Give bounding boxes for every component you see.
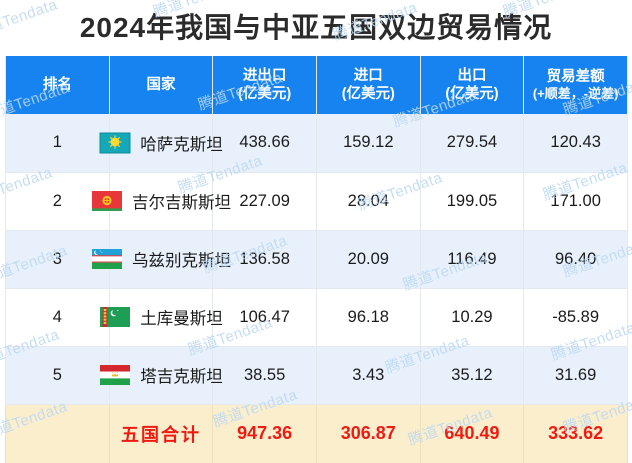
cell-total: 227.09 <box>212 172 317 231</box>
column-header-export-unit: (亿美元) <box>445 86 499 102</box>
total-cell-total: 947.36 <box>212 404 317 463</box>
cell-import: 28.04 <box>315 172 421 231</box>
table-row: 4 土库曼斯坦 106.47 96.18 10.29 -85.89 <box>5 288 628 347</box>
cell-balance: 96.40 <box>523 230 628 289</box>
cell-import: 96.18 <box>315 288 421 347</box>
column-header-total: 进出口 (亿美元) <box>212 56 317 114</box>
column-header-country-label: 国家 <box>146 76 176 93</box>
country-cell: 土库曼斯坦 <box>100 305 223 329</box>
country-name: 吉尔吉斯斯坦 <box>131 194 231 212</box>
cell-country: 塔吉克斯坦 <box>100 346 223 405</box>
page-title: 2024年我国与中亚五国双边贸易情况 <box>79 12 553 43</box>
column-header-country: 国家 <box>108 56 214 114</box>
column-header-rank-label: 排名 <box>42 76 72 93</box>
cell-rank: 3 <box>5 230 110 289</box>
cell-import: 20.09 <box>315 230 421 289</box>
table-row: 3 乌兹别克斯坦 136.58 20.09 116.49 96.40 <box>5 230 628 289</box>
cell-rank: 2 <box>5 172 110 231</box>
cell-export: 10.29 <box>419 288 525 347</box>
uzbekistan-flag-icon <box>91 248 123 270</box>
country-cell: 乌兹别克斯坦 <box>91 247 231 271</box>
kazakhstan-flag-icon <box>99 132 131 154</box>
turkmenistan-flag-icon <box>99 306 131 328</box>
column-header-balance: 贸易差额 (+顺差，-逆差) <box>523 56 628 114</box>
cell-total: 136.58 <box>212 230 317 289</box>
table-row: 1 哈萨克斯坦 438.66 159.12 279.54 120.43 <box>5 114 628 173</box>
cell-import: 3.43 <box>315 346 421 405</box>
cell-balance: 31.69 <box>523 346 628 405</box>
country-name: 土库曼斯坦 <box>140 310 223 328</box>
cell-country: 土库曼斯坦 <box>100 288 223 347</box>
column-header-export: 出口 (亿美元) <box>419 56 525 114</box>
cell-export: 35.12 <box>419 346 525 405</box>
total-cell-balance: 333.62 <box>523 404 628 463</box>
country-name: 乌兹别克斯坦 <box>131 252 231 270</box>
total-cell-export: 640.49 <box>419 404 525 463</box>
column-header-import-unit: (亿美元) <box>341 86 395 102</box>
country-name: 塔吉克斯坦 <box>140 368 223 386</box>
cell-export: 199.05 <box>419 172 525 231</box>
column-header-balance-note: (+顺差，-逆差) <box>532 85 619 101</box>
column-header-total-unit: (亿美元) <box>238 86 292 102</box>
total-label: 五国合计 <box>108 404 214 463</box>
table-row: 2 吉尔吉斯斯坦 227.09 28.04 199.05 171.00 <box>5 172 628 231</box>
cell-country: 吉尔吉斯斯坦 <box>91 172 231 231</box>
column-header-balance-label: 贸易差额 <box>546 68 605 85</box>
column-header-import-label: 进口 <box>353 67 383 84</box>
cell-export: 116.49 <box>419 230 525 289</box>
column-header-import: 进口 (亿美元) <box>315 56 421 114</box>
cell-total: 38.55 <box>212 346 317 405</box>
cell-export: 279.54 <box>419 114 525 173</box>
table-row: 5 塔吉克斯坦 38.55 3.43 35.12 31.69 <box>5 346 628 405</box>
cell-total: 438.66 <box>212 114 317 173</box>
column-header-total-label: 进出口 <box>242 67 287 84</box>
bilateral-trade-table: 排名 国家 进出口 (亿美元) 进口 (亿美元) 出口 (亿美元) <box>5 56 628 463</box>
total-row: 五国合计 947.36 306.87 640.49 333.62 <box>5 404 628 463</box>
country-cell: 吉尔吉斯斯坦 <box>91 189 231 213</box>
total-cell-import: 306.87 <box>315 404 421 463</box>
column-header-export-label: 出口 <box>457 67 487 84</box>
country-name: 哈萨克斯坦 <box>140 135 223 154</box>
country-cell: 塔吉克斯坦 <box>100 363 223 387</box>
cell-balance: 120.43 <box>523 114 628 173</box>
cell-balance: -85.89 <box>523 288 628 347</box>
cell-import: 159.12 <box>315 114 421 173</box>
total-rank-cell <box>5 404 110 463</box>
column-header-rank: 排名 <box>5 56 110 114</box>
cell-rank: 1 <box>5 114 110 173</box>
country-cell: 哈萨克斯坦 <box>99 131 223 155</box>
title-bar: 2024年我国与中亚五国双边贸易情况 <box>0 0 632 56</box>
table-header: 排名 国家 进出口 (亿美元) 进口 (亿美元) 出口 (亿美元) <box>5 56 628 114</box>
cell-total: 106.47 <box>212 288 317 347</box>
cell-rank: 4 <box>5 288 110 347</box>
kyrgyzstan-flag-icon <box>91 190 123 212</box>
tajikistan-flag-icon <box>99 364 131 386</box>
cell-country: 乌兹别克斯坦 <box>91 230 231 289</box>
cell-balance: 171.00 <box>523 172 628 231</box>
cell-country: 哈萨克斯坦 <box>99 114 223 173</box>
cell-rank: 5 <box>5 346 110 405</box>
header-row: 排名 国家 进出口 (亿美元) 进口 (亿美元) 出口 (亿美元) <box>5 56 628 114</box>
table-body: 1 哈萨克斯坦 438.66 159.12 279.54 120.43 2 吉尔吉斯斯坦 227… <box>5 114 628 463</box>
